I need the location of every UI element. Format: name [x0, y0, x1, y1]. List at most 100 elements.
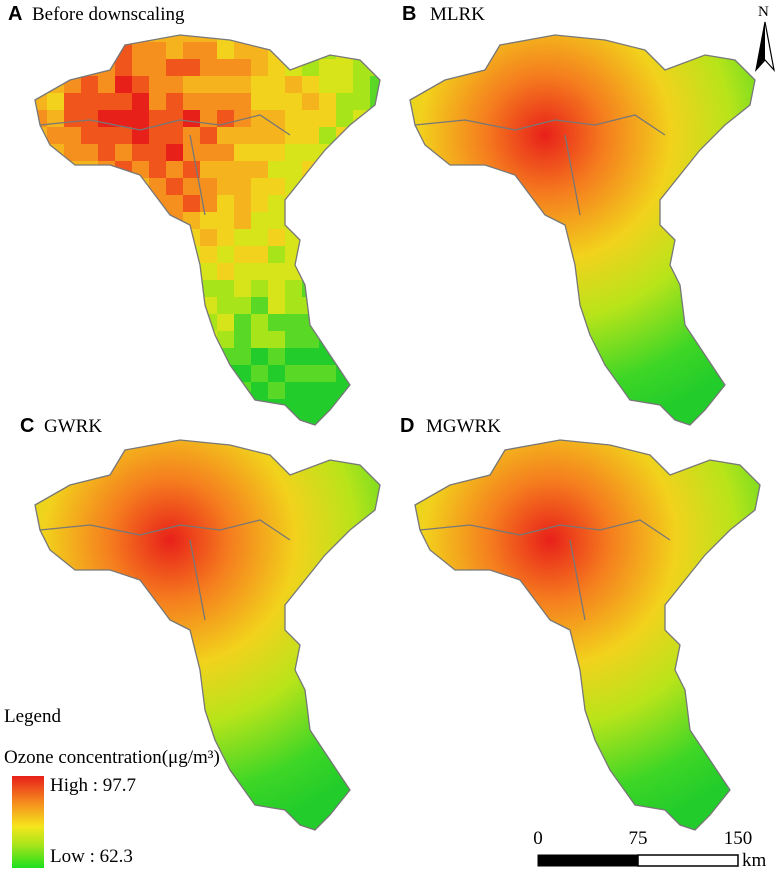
grid-cell: [132, 331, 149, 348]
grid-cell: [149, 161, 166, 178]
grid-cell: [166, 195, 183, 212]
grid-cell: [234, 110, 251, 127]
grid-cell: [387, 25, 404, 42]
grid-cell: [217, 178, 234, 195]
grid-cell: [251, 246, 268, 263]
grid-cell: [81, 127, 98, 144]
grid-cell: [336, 399, 353, 416]
grid-cell: [47, 348, 64, 365]
grid-cell: [387, 348, 404, 365]
grid-cell: [200, 35, 217, 42]
grid-cell: [336, 76, 353, 93]
grid-cell: [115, 263, 132, 280]
grid-cell: [149, 246, 166, 263]
grid-cell: [81, 195, 98, 212]
grid-cell: [302, 59, 319, 76]
grid-cell: [251, 212, 268, 229]
grid-cell: [47, 161, 64, 178]
grid-cell: [336, 127, 353, 144]
grid-cell: [115, 127, 132, 144]
grid-cell: [353, 110, 370, 127]
grid-cell: [370, 35, 380, 42]
grid-cell: [336, 144, 353, 161]
grid-cell: [251, 382, 268, 399]
grid-cell: [319, 382, 336, 399]
grid-cell: [98, 35, 115, 42]
grid-cell: [200, 212, 217, 229]
grid-cell: [251, 161, 268, 178]
grid-cell: [370, 246, 380, 263]
grid-cell: [115, 246, 132, 263]
grid-cell: [387, 365, 404, 382]
grid-cell: [234, 297, 251, 314]
grid-cell: [149, 297, 166, 314]
grid-cell: [353, 195, 370, 212]
grid-cell: [132, 144, 149, 161]
grid-cell: [319, 178, 336, 195]
grid-cell: [98, 178, 115, 195]
grid-cell: [149, 382, 166, 399]
grid-cell: [268, 178, 285, 195]
grid-cell: [234, 399, 251, 416]
grid-cell: [251, 144, 268, 161]
grid-cell: [115, 178, 132, 195]
grid-cell: [132, 365, 149, 382]
grid-cell: [132, 35, 149, 42]
grid-cell: [336, 59, 353, 76]
grid-cell: [353, 246, 370, 263]
grid-cell: [183, 331, 200, 348]
grid-cell: [81, 280, 98, 297]
grid-cell: [336, 161, 353, 178]
grid-cell: [64, 399, 81, 416]
grid-cell: [115, 35, 132, 42]
grid-cell: [166, 399, 183, 416]
grid-cell: [387, 110, 404, 127]
grid-cell: [302, 195, 319, 212]
grid-cell: [268, 144, 285, 161]
grid-cell: [370, 416, 380, 425]
grid-cell: [132, 263, 149, 280]
grid-cell: [166, 76, 183, 93]
grid-cell: [166, 263, 183, 280]
grid-cell: [35, 76, 47, 93]
grid-cell: [370, 348, 380, 365]
grid-cell: [302, 433, 319, 450]
grid-cell: [387, 76, 404, 93]
grid-cell: [251, 297, 268, 314]
grid-cell: [370, 229, 380, 246]
grid-cell: [81, 42, 98, 59]
grid-cell: [47, 59, 64, 76]
grid-cell: [336, 246, 353, 263]
grid-cell: [336, 331, 353, 348]
legend-heading: Legend: [4, 706, 61, 727]
grid-cell: [183, 212, 200, 229]
grid-cell: [35, 263, 47, 280]
grid-cell: [302, 178, 319, 195]
grid-cell: [132, 195, 149, 212]
grid-cell: [234, 246, 251, 263]
grid-cell: [285, 110, 302, 127]
grid-cell: [200, 280, 217, 297]
grid-cell: [370, 433, 387, 450]
grid-cell: [387, 178, 404, 195]
grid-cell: [234, 76, 251, 93]
grid-cell: [268, 93, 285, 110]
grid-cell: [98, 59, 115, 76]
grid-cell: [319, 297, 336, 314]
grid-cell: [166, 93, 183, 110]
panel-letter: C: [20, 415, 34, 437]
grid-cell: [251, 331, 268, 348]
scale-bar-white: [637, 854, 739, 867]
grid-cell: [353, 127, 370, 144]
grid-cell: [98, 280, 115, 297]
grid-cell: [166, 59, 183, 76]
grid-cell: [98, 42, 115, 59]
grid-cell: [200, 76, 217, 93]
grid-cell: [115, 110, 132, 127]
grid-cell: [200, 178, 217, 195]
grid-cell: [115, 416, 132, 425]
grid-cell: [302, 348, 319, 365]
grid-cell: [115, 365, 132, 382]
grid-cell: [183, 399, 200, 416]
